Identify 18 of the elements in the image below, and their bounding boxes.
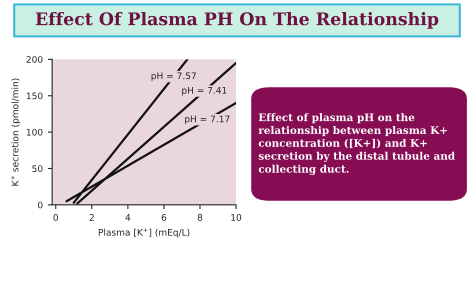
y-axis-title: K$^{+}$ secretion (pmol/min): [10, 78, 20, 186]
y-tick-label: 150: [26, 92, 43, 100]
x-tick-label: 0: [53, 214, 58, 221]
chart-title: Effect Of Plasma PH On The Relationship: [36, 12, 438, 29]
x-tick-label: 2: [90, 214, 94, 221]
y-tick-label: 200: [26, 56, 43, 63]
text: Effect of plasma pH on the relationship between plasma K+ concentration ([K+]) and K+ secretion by the distal tubule and collecting duct.: [258, 113, 455, 175]
x-axis-title: Plasma [K$^{+}$] (mEq/L): [98, 228, 190, 238]
x-tick-label: 4: [125, 214, 130, 221]
series-label: pH = 7.17: [185, 116, 230, 124]
x-tick-label: 6: [162, 214, 166, 221]
series-label: pH = 7.57: [152, 72, 196, 81]
x-tick-label: 8: [198, 214, 202, 221]
series-label: pH = 7.41: [182, 86, 226, 96]
y-tick-label: 100: [26, 128, 43, 136]
x-tick-label: 10: [231, 214, 242, 221]
y-tick-label: 50: [32, 165, 43, 172]
y-tick-label: 0: [38, 202, 43, 208]
